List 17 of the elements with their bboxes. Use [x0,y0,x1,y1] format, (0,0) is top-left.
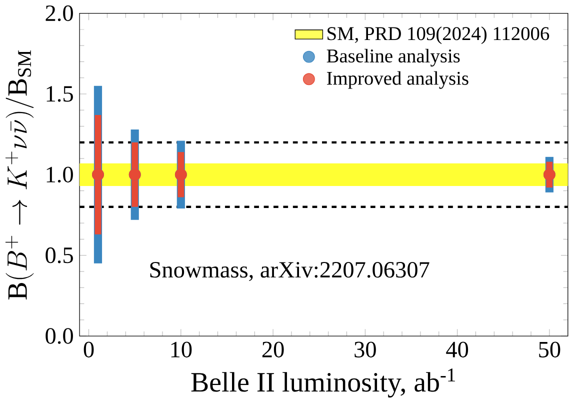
x-tick-label: 40 [446,342,468,358]
y-tick-label: 0.5 [46,247,73,264]
y-tick-label: 2.0 [46,5,73,22]
x-tick-label: 50 [539,342,560,358]
x-axis-title: Belle II luminosity, ab$^{-1}$ [191,368,455,398]
legend-label: SM, PRD 109(2024) 112006 [328,26,550,44]
x-tick-label: 30 [354,342,376,358]
x-tick-label: 0 [84,342,94,358]
x-tick-label: 10 [171,342,192,358]
legend-label: Baseline analysis [326,48,460,67]
annotation: Snowmass, arXiv:2207.06307 [150,262,430,282]
y-tick-label: 0.0 [46,328,73,344]
y-axis-title: $\mathrm{B}(B^+\to K^+\nu\bar{\nu})/\mathrm{B}_{\mathrm{SM}}$ [5,50,34,300]
legend-label: Improved analysis [326,71,468,89]
y-tick-label: 1.0 [46,166,73,183]
x-tick-label: 20 [262,342,284,358]
y-tick-label: 1.5 [46,86,73,102]
